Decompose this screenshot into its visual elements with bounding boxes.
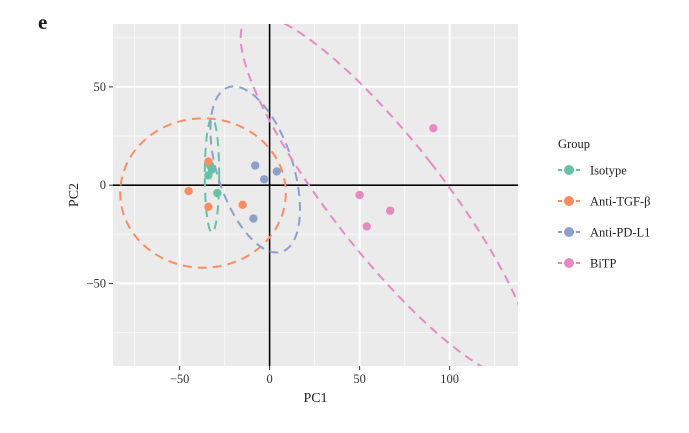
point-anti-pd-l1 xyxy=(272,167,281,176)
x-axis-title: PC1 xyxy=(303,391,327,406)
legend-swatch-anti-pd-l1 xyxy=(564,227,574,237)
x-axis-ticks: −50 0 50 100 xyxy=(170,366,459,386)
point-anti-tgf xyxy=(238,200,247,210)
ellipse-bitp xyxy=(239,24,518,366)
legend-label-bitp: BiTP xyxy=(590,257,616,271)
point-anti-tgf xyxy=(184,186,193,196)
data-points xyxy=(184,123,438,231)
point-anti-tgf xyxy=(204,202,213,211)
panel-label: e xyxy=(38,10,48,34)
confidence-ellipses xyxy=(119,24,518,366)
y-axis-ticks: −50 0 50 xyxy=(86,80,113,290)
x-tick-label: 50 xyxy=(353,372,366,386)
ellipse-anti-tgf xyxy=(119,117,287,269)
legend-title: Group xyxy=(558,137,590,151)
point-anti-pd-l1 xyxy=(260,175,269,184)
x-tick-label: 100 xyxy=(440,372,459,386)
point-bitp xyxy=(429,123,438,133)
legend-label-isotype: Isotype xyxy=(590,164,627,178)
legend-swatch-isotype xyxy=(564,165,574,175)
reference-lines xyxy=(113,24,518,366)
point-anti-pd-l1 xyxy=(251,161,260,170)
point-isotype xyxy=(213,188,222,198)
ellipse-isotype xyxy=(203,117,221,234)
y-axis-title: PC2 xyxy=(67,183,82,207)
point-bitp xyxy=(355,190,364,200)
point-isotype xyxy=(207,165,217,174)
y-tick-label: 50 xyxy=(94,80,107,94)
x-tick-label: −50 xyxy=(170,372,190,386)
legend-swatch-anti-tgf xyxy=(564,196,574,206)
point-anti-pd-l1 xyxy=(249,214,258,223)
point-anti-tgf xyxy=(204,157,213,166)
legend: Group Isotype Anti-TGF-β Anti-PD-L1 BiTP xyxy=(558,137,651,271)
y-tick-label: −50 xyxy=(86,276,106,290)
legend-swatch-bitp xyxy=(564,258,574,268)
legend-label-anti-tgf: Anti-TGF-β xyxy=(590,195,651,209)
point-bitp xyxy=(386,206,395,215)
point-bitp xyxy=(362,222,371,231)
y-tick-label: 0 xyxy=(100,178,106,192)
legend-label-anti-pd-l1: Anti-PD-L1 xyxy=(590,226,650,240)
x-tick-label: 0 xyxy=(266,372,272,386)
